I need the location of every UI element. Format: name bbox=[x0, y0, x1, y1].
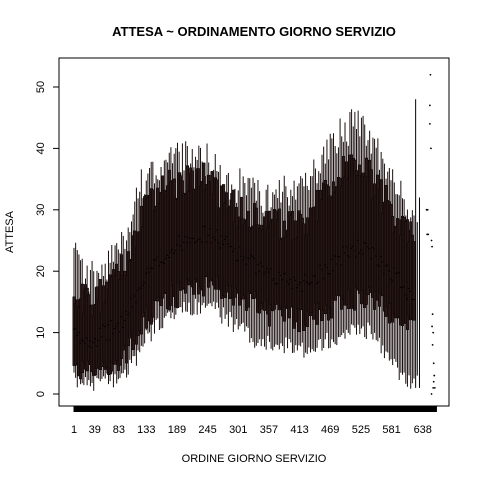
outlier-point bbox=[432, 380, 435, 383]
plot-area bbox=[72, 73, 436, 395]
outlier-point bbox=[430, 147, 432, 150]
outlier-point bbox=[432, 386, 435, 389]
x-tick-label: 1 bbox=[71, 424, 77, 436]
y-axis: 0 10 20 30 40 50 bbox=[35, 81, 59, 397]
y-tick-label: 50 bbox=[35, 81, 47, 93]
outlier-point bbox=[429, 73, 432, 76]
x-tick-label: 245 bbox=[198, 424, 216, 436]
outlier-point bbox=[430, 239, 433, 242]
x-tick-label: 413 bbox=[290, 424, 308, 436]
outlier-point bbox=[431, 313, 434, 316]
y-tick-label: 20 bbox=[35, 265, 47, 277]
outlier-point bbox=[432, 362, 435, 365]
y-tick-label: 40 bbox=[35, 142, 47, 154]
outlier-point bbox=[431, 343, 434, 346]
x-tick-label: 525 bbox=[352, 424, 370, 436]
outlier-point bbox=[426, 208, 429, 211]
outlier-point bbox=[431, 325, 433, 328]
y-tick-label: 10 bbox=[35, 326, 47, 338]
box bbox=[412, 241, 416, 321]
outlier-point bbox=[430, 393, 433, 395]
outlier-point bbox=[428, 122, 431, 125]
y-tick-label: 30 bbox=[35, 204, 47, 216]
outlier-point bbox=[428, 104, 431, 107]
x-tick-label: 357 bbox=[260, 424, 278, 436]
y-axis-label: ATTESA bbox=[4, 210, 16, 253]
x-axis-label: ORDINE GIORNO SERVIZIO bbox=[182, 453, 327, 465]
y-tick-label: 0 bbox=[35, 391, 47, 397]
x-tick-label: 581 bbox=[382, 424, 400, 436]
x-tick-label: 39 bbox=[89, 424, 101, 436]
x-tick-label: 133 bbox=[137, 424, 155, 436]
outlier-point bbox=[433, 386, 436, 389]
x-tick-label: 83 bbox=[113, 424, 125, 436]
outlier-point bbox=[427, 233, 430, 236]
x-tick-label: 301 bbox=[229, 424, 247, 436]
chart-title: ATTESA ~ ORDINAMENTO GIORNO SERVIZIO bbox=[112, 24, 396, 39]
outlier-point bbox=[433, 374, 436, 377]
outlier-point bbox=[431, 245, 433, 248]
outlier-point bbox=[432, 331, 435, 334]
x-axis: 1 39 83 133 189 245 301 357 413 469 525 581 638 bbox=[71, 406, 437, 436]
x-tick-label: 189 bbox=[168, 424, 186, 436]
x-tick-label: 638 bbox=[414, 424, 432, 436]
x-tick-label: 469 bbox=[321, 424, 339, 436]
